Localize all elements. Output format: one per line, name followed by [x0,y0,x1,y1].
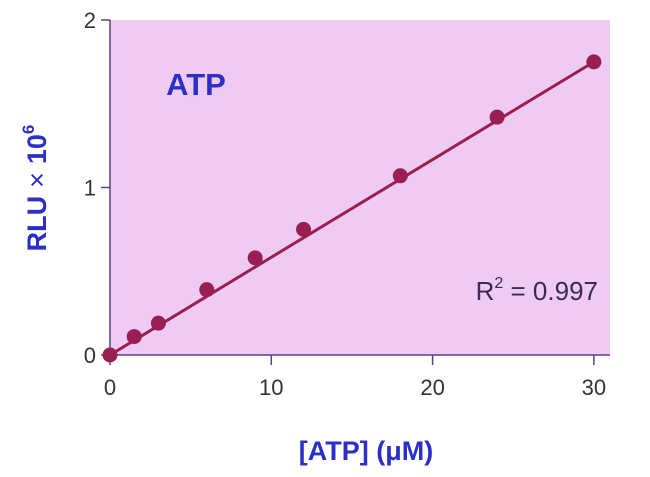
plot-area [110,20,610,355]
x-tick-label: 10 [259,375,283,400]
data-points [102,54,602,363]
y-tick-label: 2 [84,8,96,33]
data-point [102,347,118,363]
y-axis-title-base: 10 [22,134,52,164]
data-point [586,54,602,70]
y-axis-title: RLU × 106 [19,125,52,252]
r2-value: = 0.997 [503,276,598,306]
chart-title: ATP [166,67,226,102]
data-point [392,168,408,184]
r2-prefix: R [476,276,495,306]
r2-exponent: 2 [494,275,503,292]
y-axis-title-times: × [22,172,52,188]
data-point [150,315,166,331]
data-point [247,250,263,266]
x-tick-label: 0 [104,375,116,400]
x-axis-ticks: 0 10 20 30 [104,355,606,400]
r-squared-annotation: R2 = 0.997 [476,275,598,306]
x-tick-label: 20 [420,375,444,400]
y-axis-title-main: RLU [22,196,52,252]
y-tick-label: 1 [84,176,96,201]
data-point [296,221,312,237]
x-tick-label: 30 [582,375,606,400]
fit-line [109,60,595,357]
y-axis-title-exponent: 6 [19,125,38,134]
data-point [199,282,215,298]
x-axis-title: [ATP] (μM) [299,436,433,466]
data-point [126,329,142,345]
data-point [489,109,505,125]
y-axis-ticks: 0 1 2 [84,8,110,368]
y-tick-label: 0 [84,343,96,368]
